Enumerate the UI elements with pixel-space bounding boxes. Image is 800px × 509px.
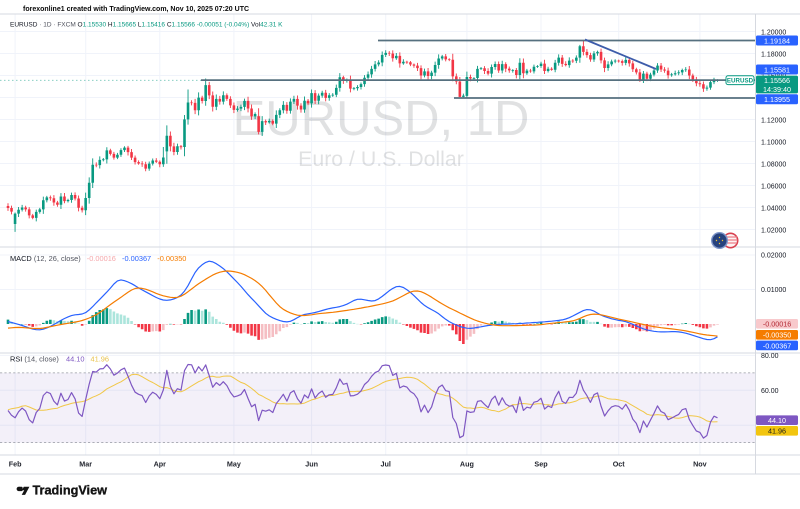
svg-text:Aug: Aug [460, 460, 474, 469]
svg-text:1.06000: 1.06000 [761, 183, 786, 190]
svg-text:1.04000: 1.04000 [761, 205, 786, 212]
svg-text:Jun: Jun [305, 460, 318, 469]
svg-text:Sep: Sep [534, 460, 548, 469]
svg-text:1.12000: 1.12000 [761, 117, 786, 124]
svg-text:1.19184: 1.19184 [764, 36, 790, 45]
svg-text:EURUSD, 1D: EURUSD, 1D [233, 92, 530, 146]
svg-text:Nov: Nov [693, 460, 707, 469]
svg-text:1.20000: 1.20000 [761, 29, 786, 36]
svg-text:60.00: 60.00 [761, 388, 779, 395]
svg-text:Feb: Feb [9, 460, 22, 469]
svg-text:forexonline1 created with Trad: forexonline1 created with TradingView.co… [23, 6, 249, 13]
svg-text:Euro / U.S. Dollar: Euro / U.S. Dollar [298, 147, 464, 171]
svg-text:-0.00350: -0.00350 [763, 331, 791, 340]
svg-text:1.02000: 1.02000 [761, 227, 786, 234]
svg-text:14:39:40: 14:39:40 [763, 85, 791, 94]
svg-text:1.08000: 1.08000 [761, 161, 786, 168]
svg-text:RSI (14, close) 44.10 41.96: RSI (14, close) 44.10 41.96 [10, 355, 109, 364]
svg-text:MACD (12, 26, close) -0.00016: MACD (12, 26, close) -0.00016 -0.00367 -… [10, 254, 186, 263]
svg-text:EURUSD · 1D · FXCM O1.15530: EURUSD · 1D · FXCM O1.15530 H1.15665 L1.… [10, 22, 283, 29]
svg-text:44.10: 44.10 [768, 416, 786, 425]
svg-text:Oct: Oct [613, 460, 626, 469]
svg-text:1.15581: 1.15581 [764, 65, 790, 74]
svg-text:May: May [227, 460, 241, 469]
svg-text:1.15566: 1.15566 [764, 76, 790, 85]
svg-text:1.13955: 1.13955 [764, 95, 790, 104]
svg-text:0.01000: 0.01000 [761, 287, 786, 294]
svg-text:Mar: Mar [79, 460, 92, 469]
svg-text:80.00: 80.00 [761, 353, 779, 360]
svg-text:0.02000: 0.02000 [761, 253, 786, 260]
svg-text:41.96: 41.96 [768, 427, 786, 436]
svg-text:-0.00016: -0.00016 [763, 320, 791, 329]
svg-text:EURUSD: EURUSD [727, 78, 754, 85]
svg-text:1.10000: 1.10000 [761, 139, 786, 146]
svg-text:Apr: Apr [154, 460, 167, 469]
svg-text:Jul: Jul [381, 460, 391, 469]
svg-text:-0.00367: -0.00367 [763, 341, 791, 350]
svg-text:1.18000: 1.18000 [761, 51, 786, 58]
svg-text:TradingView: TradingView [33, 483, 108, 497]
